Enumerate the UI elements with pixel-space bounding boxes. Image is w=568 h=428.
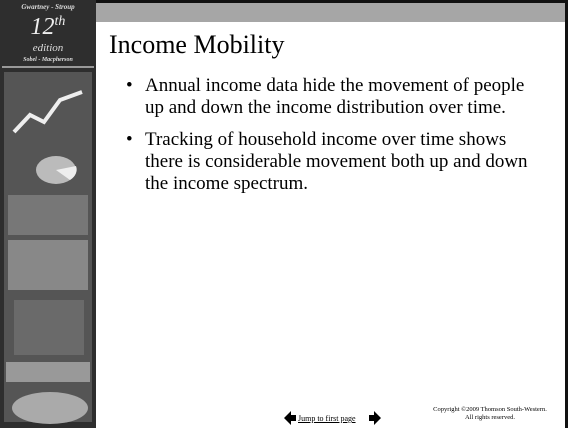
sidebar: Gwartney - Stroup 12th edition Sobel - M… [0,0,96,428]
next-arrow[interactable] [369,411,381,425]
copyright-line: Copyright ©2009 Thomson South-Western. [412,406,568,414]
bull-bear-icon [8,195,88,235]
bullet: Annual income data hide the movement of … [122,75,547,119]
slide-title: Income Mobility [109,30,284,60]
prev-arrow[interactable] [284,411,296,425]
page: Gwartney - Stroup 12th edition Sobel - M… [0,0,568,428]
jump-link[interactable]: Jump to first page [298,414,356,423]
globe-icon [12,392,88,424]
chart-icon [14,300,84,355]
copyright-line: All rights reserved. [412,414,568,422]
factory-icon [8,240,88,290]
crowd-icon [6,362,90,382]
top-bar [96,0,568,22]
divider [2,66,94,68]
bullet: Tracking of household income over time s… [122,129,547,195]
bullet-list: Annual income data hide the movement of … [122,75,547,205]
sidebar-art [0,0,96,428]
copyright: Copyright ©2009 Thomson South-Western. A… [412,406,568,422]
slide: Gwartney - Stroup 12th edition Sobel - M… [0,0,568,428]
